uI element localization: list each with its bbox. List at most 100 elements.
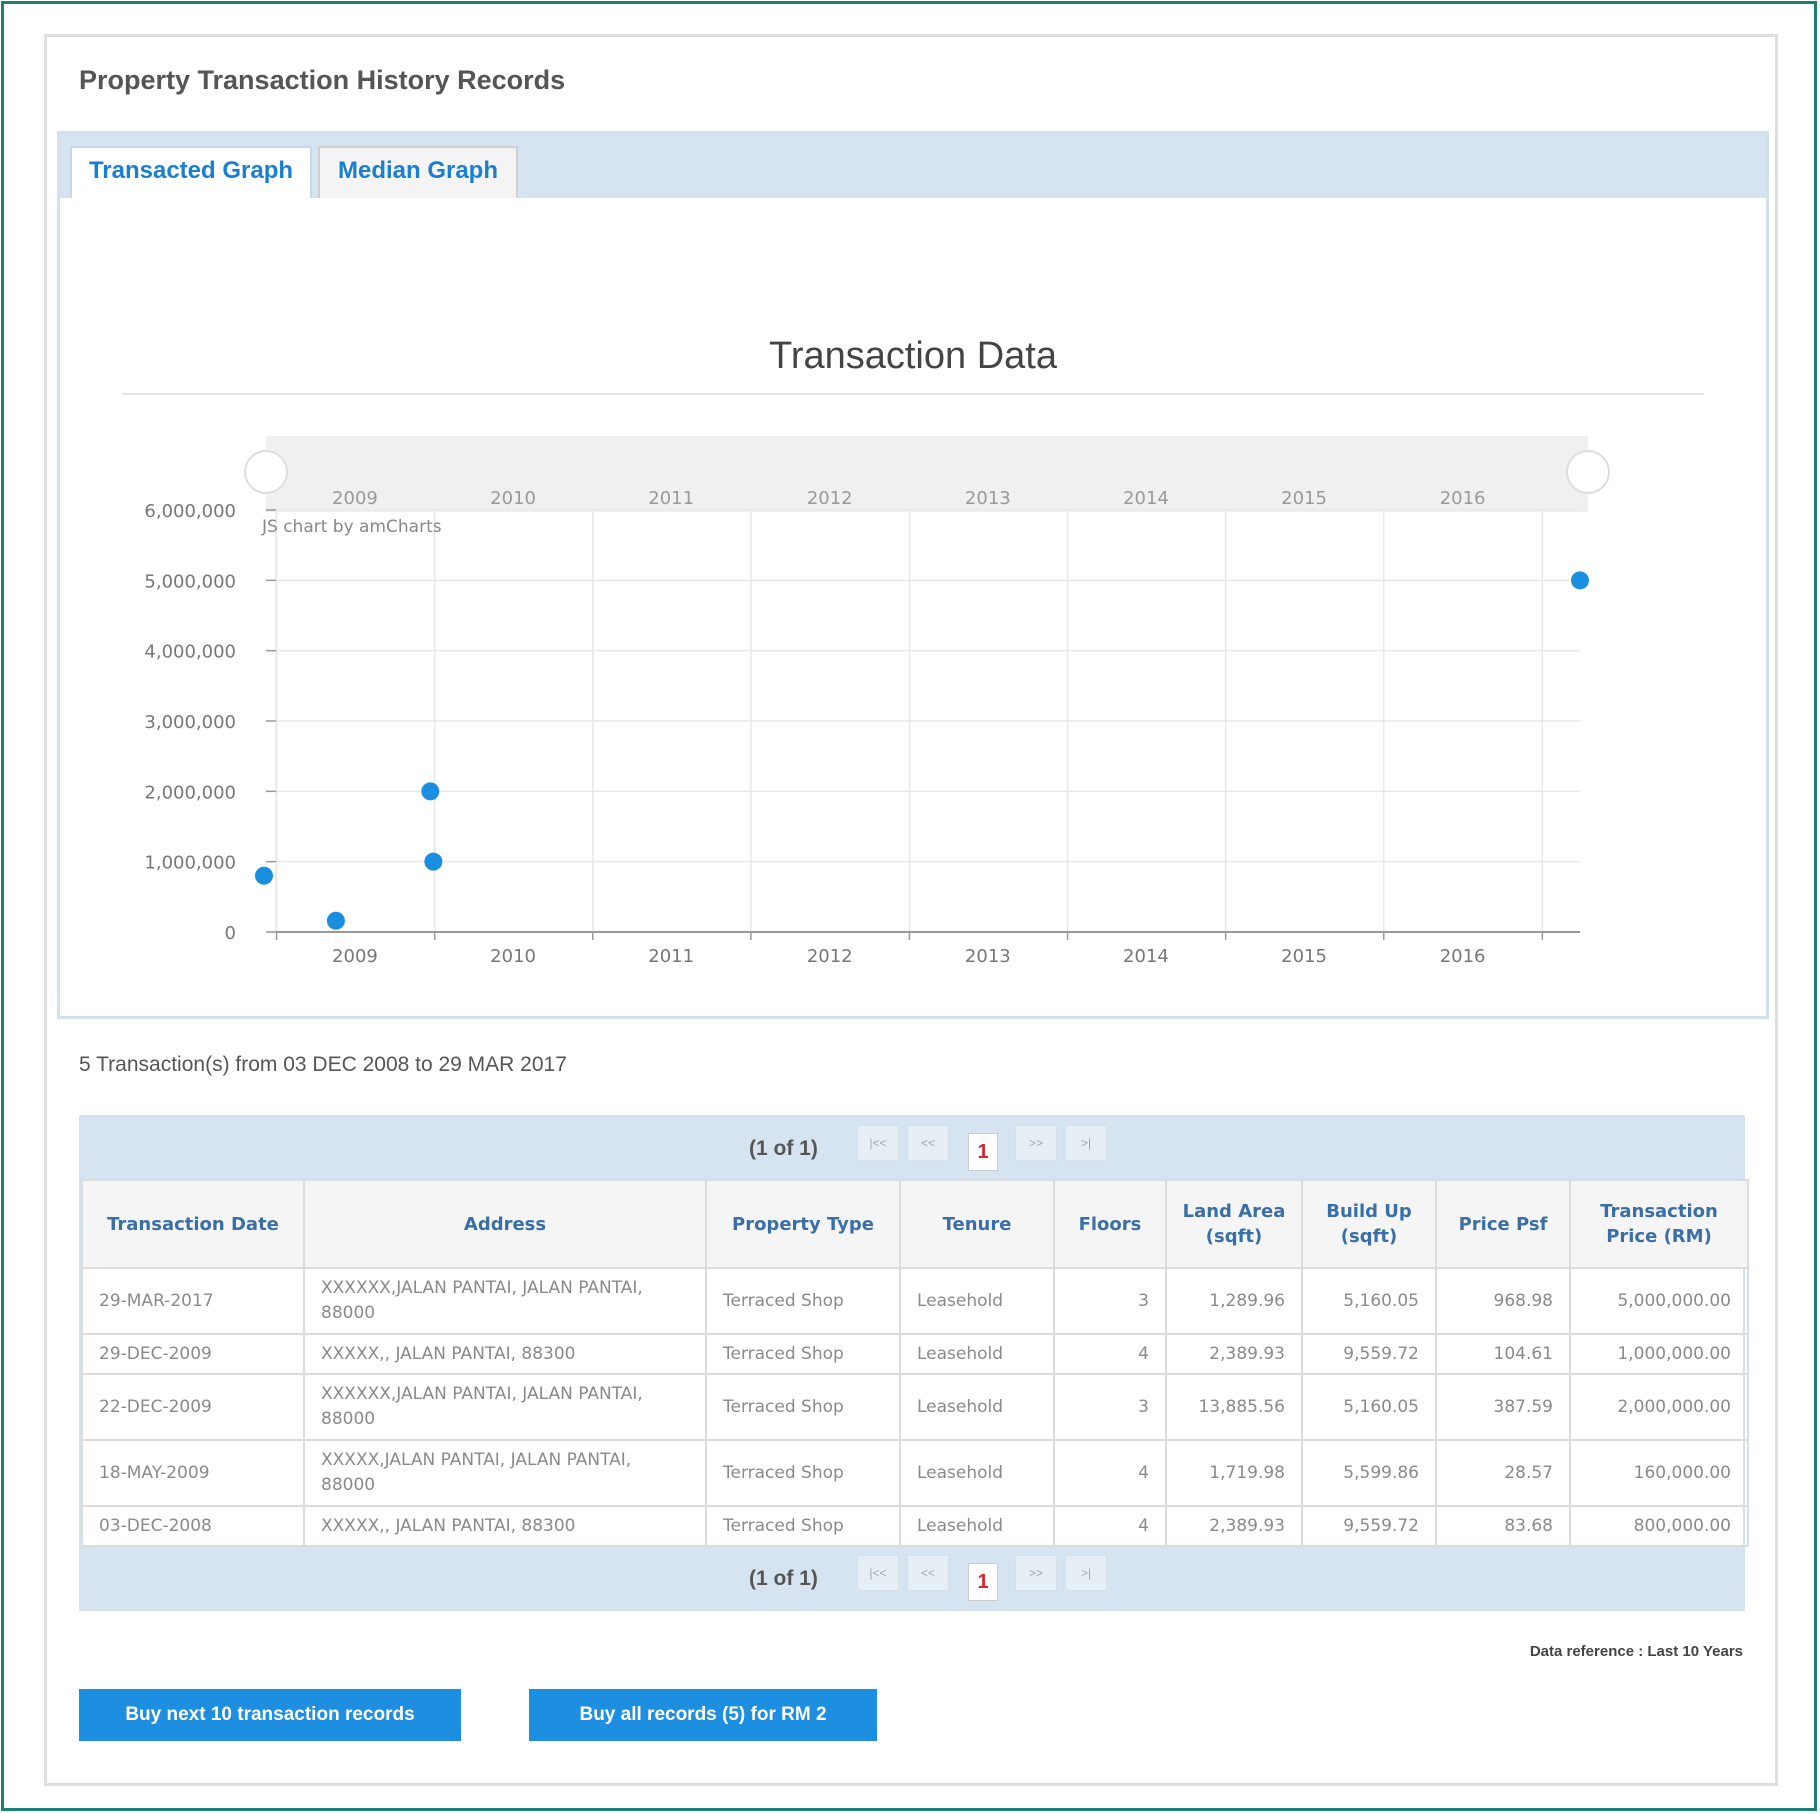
x-tick-label: 2012	[807, 946, 853, 967]
scrollbar-left-handle	[244, 450, 288, 494]
cell-property-type: Terraced Shop	[705, 1373, 901, 1441]
y-tick-label: 1,000,000	[144, 853, 236, 874]
cell-property-type: Terraced Shop	[705, 1505, 901, 1547]
cell-price-psf: 968.98	[1435, 1267, 1571, 1335]
cell-date: 29-DEC-2009	[81, 1333, 305, 1375]
cell-floors: 4	[1053, 1505, 1167, 1547]
pager-first-button[interactable]: |<<	[857, 1555, 899, 1591]
cell-transaction-price: 2,000,000.00	[1569, 1373, 1749, 1441]
scrollbar-track	[266, 436, 1588, 512]
cell-date: 18-MAY-2009	[81, 1439, 305, 1507]
cell-date: 29-MAR-2017	[81, 1267, 305, 1335]
cell-property-type: Terraced Shop	[705, 1267, 901, 1335]
graph-container: Transacted Graph Median Graph Transactio…	[57, 131, 1769, 1019]
pager-top: (1 of 1) |<< << 1 >> >|	[81, 1117, 1743, 1179]
y-tick-label: 4,000,000	[144, 642, 236, 663]
cell-price-psf: 387.59	[1435, 1373, 1571, 1441]
column-header-transaction-date[interactable]: Transaction Date	[81, 1179, 305, 1269]
scrollbar-year-label: 2010	[490, 488, 536, 509]
pager-prev-button[interactable]: <<	[907, 1125, 949, 1161]
cell-floors: 3	[1053, 1267, 1167, 1335]
panel-title: Property Transaction History Records	[79, 65, 566, 95]
scrollbar-year-label: 2013	[965, 488, 1011, 509]
y-tick-label: 5,000,000	[144, 571, 236, 592]
column-header-land-area[interactable]: Land Area (sqft)	[1165, 1179, 1303, 1269]
cell-price-psf: 28.57	[1435, 1439, 1571, 1507]
column-header-tenure[interactable]: Tenure	[899, 1179, 1055, 1269]
chart-watermark: JS chart by amCharts	[261, 517, 442, 537]
pager-prev-button[interactable]: <<	[907, 1555, 949, 1591]
pager-next-button[interactable]: >>	[1015, 1555, 1057, 1591]
chart-title: Transaction Data	[769, 335, 1058, 377]
cell-tenure: Leasehold	[899, 1267, 1055, 1335]
pager-page-1[interactable]: 1	[968, 1563, 998, 1601]
y-tick-label: 6,000,000	[144, 501, 236, 522]
cell-land-area: 13,885.56	[1165, 1373, 1303, 1441]
cell-floors: 4	[1053, 1439, 1167, 1507]
y-tick-label: 3,000,000	[144, 712, 236, 733]
transaction-history-panel: Property Transaction History Records Tra…	[44, 34, 1778, 1786]
pager-label: (1 of 1)	[749, 1567, 818, 1590]
cell-date: 03-DEC-2008	[81, 1505, 305, 1547]
cell-address: XXXXXX,JALAN PANTAI, JALAN PANTAI, 88000	[303, 1267, 707, 1335]
cell-address: XXXXXX,JALAN PANTAI, JALAN PANTAI, 88000	[303, 1373, 707, 1441]
cell-property-type: Terraced Shop	[705, 1439, 901, 1507]
scrollbar-year-label: 2011	[648, 488, 694, 509]
x-tick-label: 2013	[965, 946, 1011, 967]
pager-page-1[interactable]: 1	[968, 1133, 998, 1171]
cell-address: XXXXX,, JALAN PANTAI, 88300	[303, 1505, 707, 1547]
cell-date: 22-DEC-2009	[81, 1373, 305, 1441]
column-header-transaction-price[interactable]: Transaction Price (RM)	[1569, 1179, 1749, 1269]
x-tick-label: 2009	[332, 946, 378, 967]
scrollbar-year-label: 2012	[807, 488, 853, 509]
x-tick-label: 2015	[1281, 946, 1327, 967]
pager-last-button[interactable]: >|	[1065, 1125, 1107, 1161]
pager-last-button[interactable]: >|	[1065, 1555, 1107, 1591]
cell-floors: 3	[1053, 1373, 1167, 1441]
tab-transacted-graph[interactable]: Transacted Graph	[70, 146, 312, 198]
y-tick-label: 0	[225, 923, 236, 944]
cell-build-up: 9,559.72	[1301, 1333, 1437, 1375]
pager-bottom: (1 of 1) |<< << 1 >> >|	[81, 1547, 1743, 1609]
buy-next-records-button[interactable]: Buy next 10 transaction records	[79, 1689, 461, 1741]
buy-all-records-button[interactable]: Buy all records (5) for RM 2	[529, 1689, 877, 1741]
table-row: 03-DEC-2008 XXXXX,, JALAN PANTAI, 88300 …	[81, 1505, 1749, 1547]
cell-address: XXXXX,JALAN PANTAI, JALAN PANTAI, 88000	[303, 1439, 707, 1507]
scrollbar-right-handle	[1566, 450, 1610, 494]
cell-floors: 4	[1053, 1333, 1167, 1375]
column-header-build-up[interactable]: Build Up (sqft)	[1301, 1179, 1437, 1269]
column-header-property-type[interactable]: Property Type	[705, 1179, 901, 1269]
data-reference-note: Data reference : Last 10 Years	[1529, 1643, 1743, 1660]
cell-tenure: Leasehold	[899, 1333, 1055, 1375]
cell-address: XXXXX,, JALAN PANTAI, 88300	[303, 1333, 707, 1375]
tab-median-graph[interactable]: Median Graph	[318, 146, 518, 198]
table-row: 29-MAR-2017 XXXXXX,JALAN PANTAI, JALAN P…	[81, 1267, 1749, 1335]
y-tick-label: 2,000,000	[144, 782, 236, 803]
x-tick-label: 2011	[648, 946, 694, 967]
cell-land-area: 2,389.93	[1165, 1333, 1303, 1375]
scrollbar-year-label: 2014	[1123, 488, 1169, 509]
pager-first-button[interactable]: |<<	[857, 1125, 899, 1161]
data-point	[326, 911, 345, 930]
data-point	[421, 782, 440, 801]
column-header-floors[interactable]: Floors	[1053, 1179, 1167, 1269]
pager-label: (1 of 1)	[749, 1137, 818, 1160]
cell-transaction-price: 160,000.00	[1569, 1439, 1749, 1507]
scrollbar-year-label: 2009	[332, 488, 378, 509]
scrollbar-year-label: 2015	[1281, 488, 1327, 509]
cell-build-up: 5,599.86	[1301, 1439, 1437, 1507]
cell-tenure: Leasehold	[899, 1373, 1055, 1441]
data-point	[255, 866, 273, 885]
cell-price-psf: 83.68	[1435, 1505, 1571, 1547]
column-header-price-psf[interactable]: Price Psf	[1435, 1179, 1571, 1269]
cell-tenure: Leasehold	[899, 1505, 1055, 1547]
cell-build-up: 9,559.72	[1301, 1505, 1437, 1547]
pager-next-button[interactable]: >>	[1015, 1125, 1057, 1161]
data-point	[424, 852, 443, 871]
cell-transaction-price: 1,000,000.00	[1569, 1333, 1749, 1375]
cell-land-area: 1,719.98	[1165, 1439, 1303, 1507]
column-header-address[interactable]: Address	[303, 1179, 707, 1269]
cell-land-area: 1,289.96	[1165, 1267, 1303, 1335]
table-row: 22-DEC-2009 XXXXXX,JALAN PANTAI, JALAN P…	[81, 1373, 1749, 1441]
cell-tenure: Leasehold	[899, 1439, 1055, 1507]
